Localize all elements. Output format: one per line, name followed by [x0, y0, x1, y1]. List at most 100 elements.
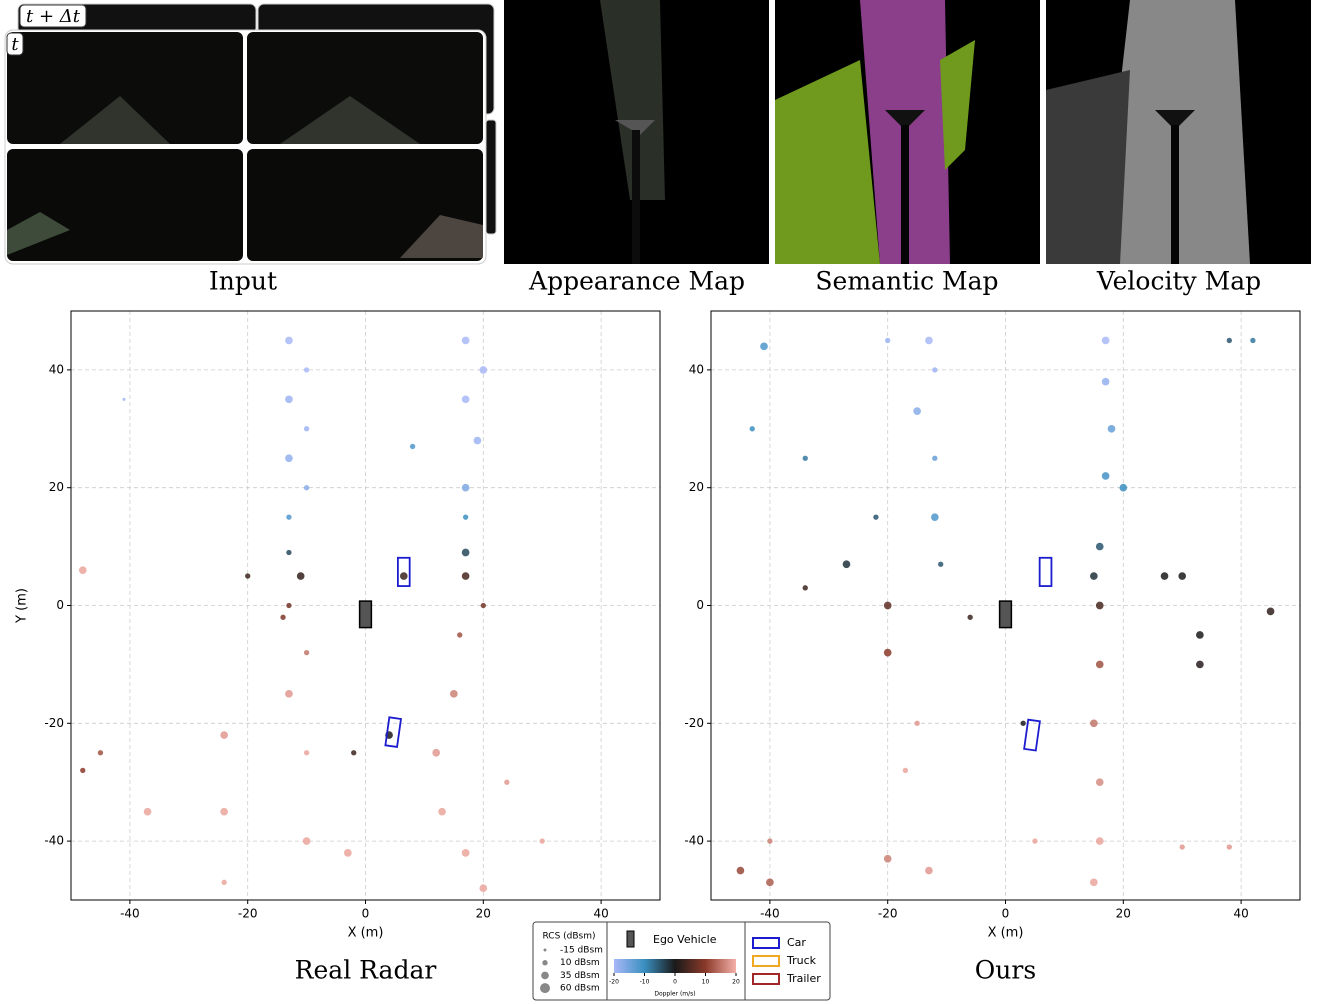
radar-point	[97, 750, 104, 756]
panel-label: Semantic Map	[815, 267, 998, 296]
x-tick-label: -40	[760, 907, 780, 921]
radar-point	[1160, 572, 1169, 580]
radar-point	[303, 426, 310, 432]
radar-point	[462, 514, 469, 520]
radar-point	[1119, 483, 1128, 492]
radar-point	[296, 572, 305, 580]
y-axis-label: Y (m)	[15, 588, 30, 624]
radar-point	[122, 397, 126, 401]
radar-point	[885, 337, 891, 344]
radar-point	[736, 866, 745, 875]
x-tick-label: 0	[1002, 907, 1010, 921]
radar-point	[539, 838, 545, 844]
radar-point	[461, 395, 470, 404]
legend-size	[540, 983, 550, 994]
radar-point	[480, 602, 486, 609]
radar-point	[461, 483, 470, 492]
radar-point	[760, 342, 768, 351]
radar-point	[1095, 778, 1104, 787]
colorbar	[614, 959, 736, 973]
radar-point	[461, 849, 470, 857]
y-tick-label: -40	[44, 834, 64, 848]
radar-point	[78, 566, 87, 574]
radar-point	[457, 632, 463, 638]
radar-point	[1266, 607, 1275, 616]
radar-point	[302, 837, 311, 845]
radar-point	[925, 336, 933, 345]
radar-point	[1101, 336, 1110, 345]
radar-point	[883, 601, 892, 610]
legend-label: -15 dBsm	[560, 946, 603, 956]
legend-box	[752, 937, 780, 949]
legend-label: 10 dBsm	[560, 958, 600, 968]
radar-point	[245, 573, 251, 579]
x-tick-label: -40	[120, 907, 140, 921]
x-axis-label: X (m)	[988, 926, 1024, 941]
legend-label: Trailer	[786, 972, 821, 985]
legend-size	[541, 971, 549, 980]
panel-label: Velocity Map	[1096, 267, 1261, 296]
radar-point	[1020, 720, 1026, 726]
radar-point	[873, 514, 879, 520]
radar-point	[143, 807, 152, 816]
car-box	[1023, 718, 1041, 752]
frame-label: t + Δt	[26, 6, 81, 27]
radar-point	[913, 407, 921, 415]
radar-point	[1196, 660, 1204, 669]
radar-point	[285, 336, 293, 345]
radar-point	[925, 866, 933, 875]
radar-point	[1107, 424, 1116, 433]
legend-label: 60 dBsm	[560, 984, 600, 994]
frame-label: t	[11, 34, 19, 55]
input-panel	[4, 3, 497, 265]
radar-point	[351, 750, 357, 756]
colorbar-label: Doppler (m/s)	[654, 991, 695, 998]
radar-point	[1226, 337, 1232, 344]
x-tick-label: 40	[593, 907, 608, 921]
plot-frame	[710, 310, 1301, 901]
radar-point	[1090, 719, 1098, 728]
colorbar-tick-label: 10	[702, 979, 710, 986]
radar-point	[767, 838, 773, 844]
radar-point	[450, 690, 458, 698]
radar-point	[303, 367, 310, 373]
legend-size	[543, 948, 547, 952]
radar-point	[1095, 542, 1104, 551]
radar-point	[286, 514, 292, 520]
radar-point	[80, 767, 86, 774]
y-tick-label: 20	[689, 480, 704, 494]
radar-point	[1032, 838, 1038, 844]
radar-point	[1196, 631, 1204, 639]
radar-point	[1226, 844, 1232, 850]
radar-point	[1095, 601, 1104, 610]
legend-box	[752, 955, 780, 967]
x-tick-label: 0	[362, 907, 370, 921]
radar-point	[221, 879, 227, 885]
x-tick-label: 40	[1233, 907, 1248, 921]
radar-point	[1178, 572, 1187, 580]
legend-label: 35 dBsm	[560, 971, 600, 981]
chart-title: Real Radar	[295, 956, 437, 985]
legend-label: Car	[787, 936, 806, 949]
radar-point	[802, 585, 808, 591]
radar-point	[932, 367, 938, 373]
x-axis-label: X (m)	[348, 926, 384, 941]
radar-point	[479, 366, 488, 374]
radar-point	[286, 602, 292, 609]
radar-point	[303, 750, 310, 756]
velocity-map	[1046, 0, 1311, 264]
legend-box	[752, 973, 780, 985]
colorbar-tick-label: 20	[732, 979, 740, 986]
legend-label: Ego Vehicle	[653, 933, 717, 946]
radar-point	[1095, 660, 1104, 669]
car-box	[396, 556, 411, 587]
radar-point	[286, 549, 292, 556]
car-box	[1038, 556, 1053, 587]
panel-label: Appearance Map	[528, 267, 745, 296]
radar-point	[220, 731, 228, 739]
y-tick-label: 40	[49, 362, 64, 376]
radar-point	[473, 436, 482, 445]
y-tick-label: 0	[696, 598, 704, 612]
radar-point	[938, 561, 944, 567]
